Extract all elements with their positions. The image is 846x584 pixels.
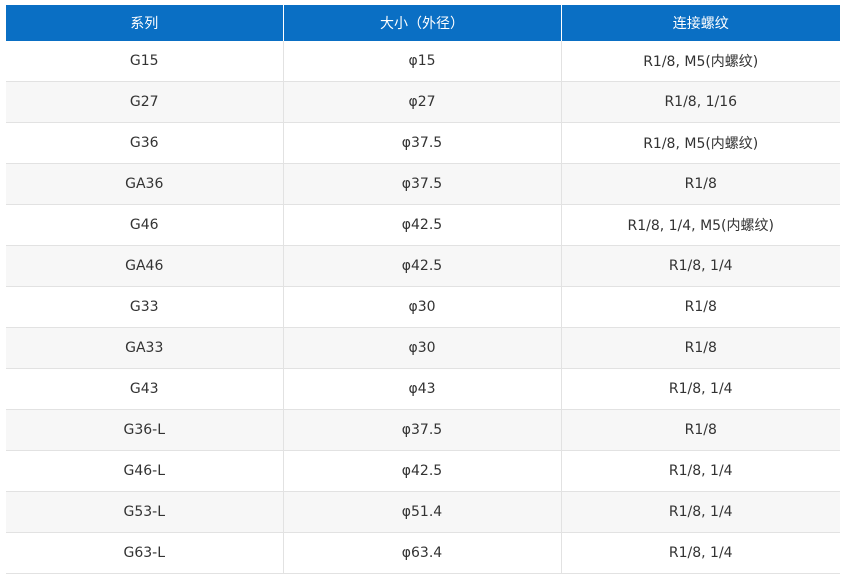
cell-size: φ51.4 <box>283 492 561 533</box>
table-row: GA33 φ30 R1/8 <box>6 328 840 369</box>
cell-thread: R1/8, 1/4 <box>561 369 840 410</box>
cell-thread: R1/8 <box>561 410 840 451</box>
cell-thread: R1/8, 1/4 <box>561 492 840 533</box>
cell-series: G33 <box>6 287 283 328</box>
cell-size: φ63.4 <box>283 533 561 574</box>
cell-thread: R1/8, M5(内螺纹) <box>561 123 840 164</box>
cell-thread: R1/8, 1/16 <box>561 82 840 123</box>
cell-series: G36 <box>6 123 283 164</box>
cell-series: G36-L <box>6 410 283 451</box>
cell-size: φ42.5 <box>283 451 561 492</box>
cell-series: GA33 <box>6 328 283 369</box>
table-row: G46-L φ42.5 R1/8, 1/4 <box>6 451 840 492</box>
cell-series: G46 <box>6 205 283 246</box>
cell-size: φ42.5 <box>283 246 561 287</box>
cell-size: φ27 <box>283 82 561 123</box>
spec-table: 系列 大小（外径） 连接螺纹 G15 φ15 R1/8, M5(内螺纹) G27 φ27… <box>6 5 840 574</box>
cell-size: φ37.5 <box>283 164 561 205</box>
cell-series: G43 <box>6 369 283 410</box>
table-row: G36 φ37.5 R1/8, M5(内螺纹) <box>6 123 840 164</box>
table-row: GA46 φ42.5 R1/8, 1/4 <box>6 246 840 287</box>
table-row: G15 φ15 R1/8, M5(内螺纹) <box>6 41 840 82</box>
header-size: 大小（外径） <box>283 5 561 41</box>
cell-series: G46-L <box>6 451 283 492</box>
table-row: G33 φ30 R1/8 <box>6 287 840 328</box>
table-row: G27 φ27 R1/8, 1/16 <box>6 82 840 123</box>
cell-thread: R1/8, 1/4 <box>561 533 840 574</box>
cell-size: φ30 <box>283 287 561 328</box>
cell-series: G15 <box>6 41 283 82</box>
cell-series: G63-L <box>6 533 283 574</box>
cell-series: G53-L <box>6 492 283 533</box>
cell-thread: R1/8, M5(内螺纹) <box>561 41 840 82</box>
cell-size: φ30 <box>283 328 561 369</box>
cell-size: φ43 <box>283 369 561 410</box>
table-body: G15 φ15 R1/8, M5(内螺纹) G27 φ27 R1/8, 1/16 G36 φ3… <box>6 41 840 574</box>
cell-size: φ42.5 <box>283 205 561 246</box>
table-row: G46 φ42.5 R1/8, 1/4, M5(内螺纹) <box>6 205 840 246</box>
table-header: 系列 大小（外径） 连接螺纹 <box>6 5 840 41</box>
table-row: G63-L φ63.4 R1/8, 1/4 <box>6 533 840 574</box>
cell-thread: R1/8, 1/4 <box>561 246 840 287</box>
table-row: G53-L φ51.4 R1/8, 1/4 <box>6 492 840 533</box>
header-thread: 连接螺纹 <box>561 5 840 41</box>
cell-thread: R1/8, 1/4, M5(内螺纹) <box>561 205 840 246</box>
cell-size: φ37.5 <box>283 410 561 451</box>
cell-size: φ37.5 <box>283 123 561 164</box>
header-row: 系列 大小（外径） 连接螺纹 <box>6 5 840 41</box>
cell-series: G27 <box>6 82 283 123</box>
table-row: GA36 φ37.5 R1/8 <box>6 164 840 205</box>
cell-size: φ15 <box>283 41 561 82</box>
table-row: G43 φ43 R1/8, 1/4 <box>6 369 840 410</box>
table-row: G36-L φ37.5 R1/8 <box>6 410 840 451</box>
header-series: 系列 <box>6 5 283 41</box>
cell-thread: R1/8 <box>561 164 840 205</box>
cell-thread: R1/8 <box>561 287 840 328</box>
cell-thread: R1/8 <box>561 328 840 369</box>
cell-series: GA36 <box>6 164 283 205</box>
cell-thread: R1/8, 1/4 <box>561 451 840 492</box>
spec-table-container: 系列 大小（外径） 连接螺纹 G15 φ15 R1/8, M5(内螺纹) G27 φ27… <box>6 5 840 574</box>
cell-series: GA46 <box>6 246 283 287</box>
